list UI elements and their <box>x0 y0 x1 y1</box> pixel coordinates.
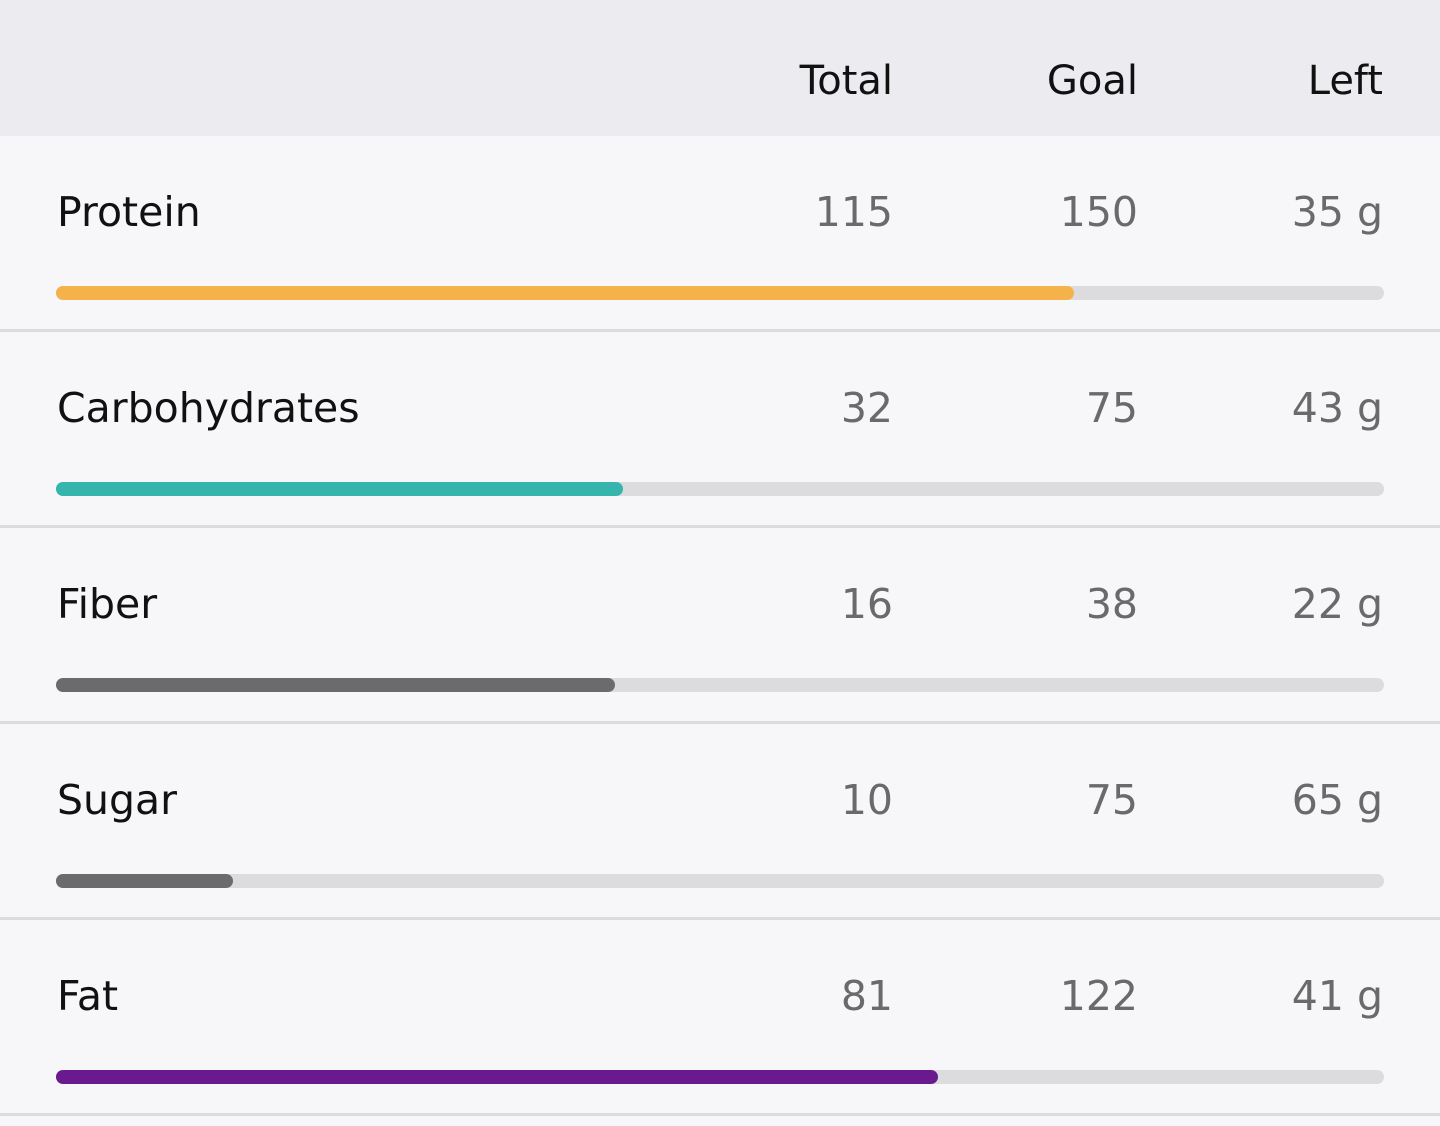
nutrient-left: 43 g <box>1291 384 1383 432</box>
nutrient-goal: 75 <box>1085 776 1138 824</box>
progress-bar <box>56 482 623 496</box>
nutrient-goal: 150 <box>1059 188 1138 236</box>
nutrient-total: 10 <box>840 776 893 824</box>
nutrient-name: Fat <box>57 972 119 1020</box>
progress-track <box>56 1070 1384 1084</box>
nutrient-total: 32 <box>840 384 893 432</box>
nutrient-total: 16 <box>840 580 893 628</box>
nutrient-row: Carbohydrates 32 75 43 g <box>0 332 1440 528</box>
progress-bar <box>56 1070 938 1084</box>
progress-track <box>56 874 1384 888</box>
nutrient-row: Sugar 10 75 65 g <box>0 724 1440 920</box>
nutrient-left: 65 g <box>1291 776 1383 824</box>
nutrient-row: Fiber 16 38 22 g <box>0 528 1440 724</box>
nutrient-goal: 75 <box>1085 384 1138 432</box>
nutrient-goal: 122 <box>1059 972 1138 1020</box>
nutrient-total: 115 <box>814 188 893 236</box>
nutrient-total: 81 <box>840 972 893 1020</box>
nutrient-left: 41 g <box>1291 972 1383 1020</box>
progress-bar <box>56 286 1075 300</box>
column-header: Goal <box>1046 58 1138 104</box>
column-header: Left <box>1307 58 1383 104</box>
progress-track <box>56 678 1384 692</box>
table-header: Total Goal Left <box>0 0 1440 136</box>
progress-track <box>56 482 1384 496</box>
progress-track <box>56 286 1384 300</box>
nutrient-left: 35 g <box>1291 188 1383 236</box>
nutrient-goal: 38 <box>1085 580 1138 628</box>
nutrient-row: Fat 81 122 41 g <box>0 920 1440 1116</box>
nutrient-name: Sugar <box>57 776 178 824</box>
nutrient-name: Carbohydrates <box>57 384 360 432</box>
nutrient-name: Fiber <box>57 580 158 628</box>
column-header: Total <box>799 58 893 104</box>
progress-bar <box>56 678 616 692</box>
nutrient-row: Protein 115 150 35 g <box>0 136 1440 332</box>
nutrient-left: 22 g <box>1291 580 1383 628</box>
progress-bar <box>56 874 234 888</box>
nutrient-name: Protein <box>57 188 201 236</box>
